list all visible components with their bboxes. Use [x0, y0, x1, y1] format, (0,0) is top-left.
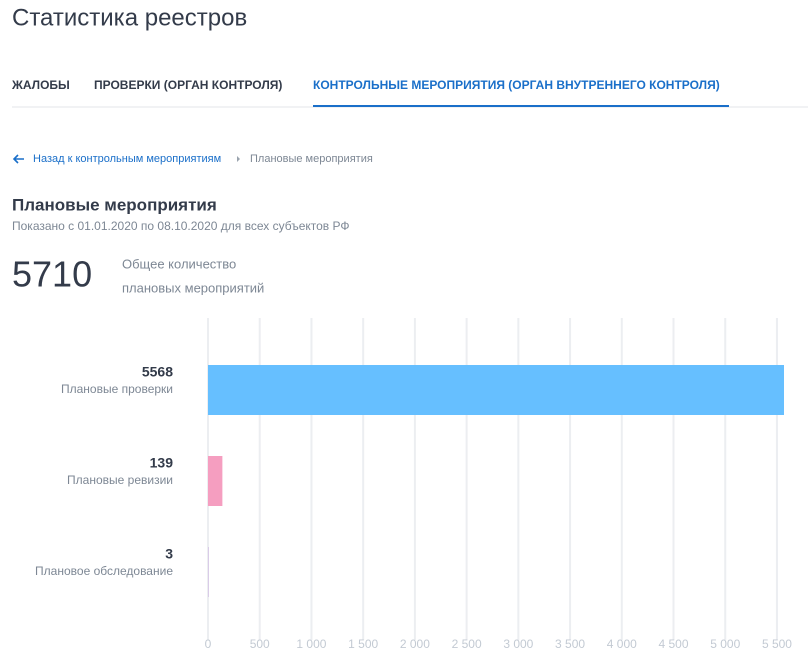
tab-active[interactable]: КОНТРОЛЬНЫЕ МЕРОПРИЯТИЯ (ОРГАН ВНУТРЕННЕ… — [313, 78, 720, 92]
back-arrow[interactable] — [12, 154, 24, 164]
x-tick-label: 1 500 — [348, 637, 378, 651]
x-tick-label: 0 — [205, 637, 212, 651]
breadcrumb-current: Плановые мероприятия — [250, 153, 373, 165]
x-tick-label: 1 000 — [296, 637, 326, 651]
page-title: Статистика реестров — [12, 4, 247, 31]
x-tick-label: 5 500 — [762, 637, 792, 651]
total-count: 5710 — [12, 254, 92, 295]
tab[interactable]: ЖАЛОБЫ — [11, 78, 70, 92]
breadcrumb-link[interactable]: Назад к контрольным мероприятиям — [33, 153, 221, 165]
value-label: 139 — [150, 455, 174, 471]
category-label: Плановое обследование — [35, 564, 173, 578]
chart: 0 500 1 000 1 500 2 000 2 500 3 000 3 500 4 000 4… — [35, 318, 792, 651]
x-tick-label: 4 500 — [659, 637, 689, 651]
x-tick-label: 5 000 — [710, 637, 740, 651]
x-tick-label: 500 — [250, 637, 270, 651]
total-label: плановых мероприятий — [122, 280, 264, 295]
x-tick-label: 2 500 — [452, 637, 482, 651]
section-subtitle: Показано с 01.01.2020 по 08.10.2020 для … — [12, 219, 350, 233]
bar — [208, 365, 784, 415]
value-label: 5568 — [142, 364, 173, 380]
bar — [208, 456, 223, 506]
value-label: 3 — [165, 546, 173, 562]
x-tick-label: 3 000 — [503, 637, 533, 651]
x-tick-label: 2 000 — [400, 637, 430, 651]
category-label: Плановые ревизии — [67, 473, 173, 487]
breadcrumb-separator — [237, 156, 240, 162]
category-label: Плановые проверки — [61, 382, 173, 396]
section-title: Плановые мероприятия — [12, 195, 217, 214]
x-tick-label: 3 500 — [555, 637, 585, 651]
x-tick-label: 4 000 — [607, 637, 637, 651]
tab[interactable]: ПРОВЕРКИ (ОРГАН КОНТРОЛЯ) — [94, 78, 282, 92]
total-label: Общее количество — [122, 256, 236, 271]
